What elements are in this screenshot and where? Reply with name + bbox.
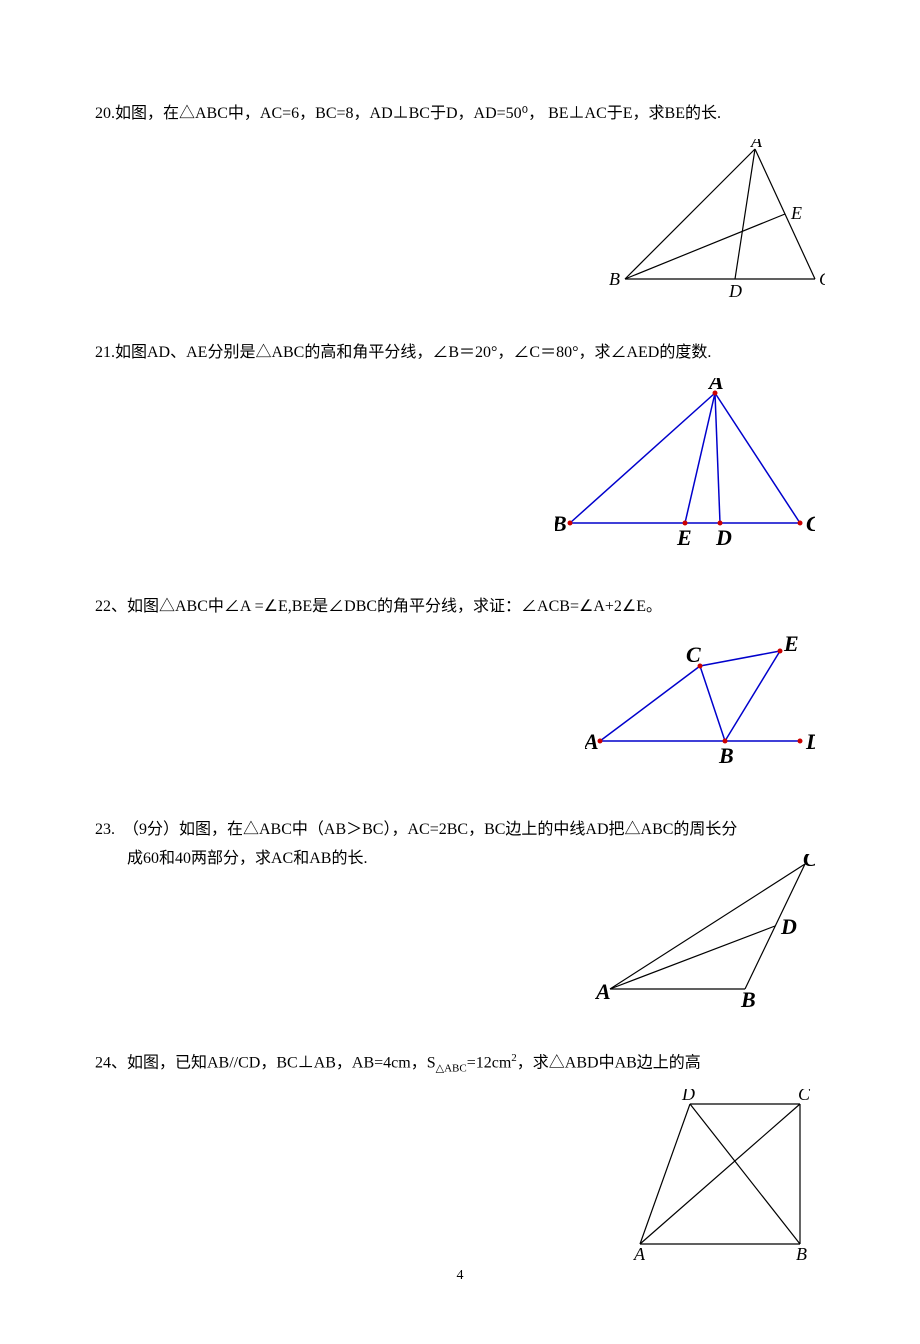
document-page: 20.如图，在△ABC中，AC=6，BC=8，AD⊥BC于D，AD=50⁰， B… [0, 0, 920, 1344]
problem-20-text: 20.如图，在△ABC中，AC=6，BC=8，AD⊥BC于D，AD=50⁰， B… [95, 100, 825, 129]
problem-22-text: 22、如图△ABC中∠A =∠E,BE是∠DBC的角平分线，求证：∠ACB=∠A… [95, 593, 825, 622]
svg-text:E: E [790, 203, 802, 223]
svg-text:D: D [715, 525, 732, 550]
svg-text:E: E [676, 525, 692, 550]
svg-text:B: B [555, 511, 567, 536]
svg-text:E: E [783, 631, 799, 656]
problem-23-figure-area: A B C D [95, 854, 825, 1009]
problem-24-text: 24、如图，已知AB//CD，BC⊥AB，AB=4cm，S△ABC=12cm2，… [95, 1049, 825, 1079]
svg-text:C: C [803, 854, 815, 871]
svg-text:C: C [798, 1089, 811, 1104]
svg-text:D: D [728, 281, 742, 299]
problem-20-figure-area: A B C D E [95, 139, 825, 299]
p24-suffix2: ，求△ABD中AB边上的高 [517, 1054, 701, 1071]
svg-text:B: B [796, 1244, 807, 1264]
page-number: 4 [0, 1268, 920, 1284]
problem-21-text: 21.如图AD、AE分别是△ABC的高和角平分线，∠B＝20°，∠C＝80°，求… [95, 339, 825, 368]
problem-22: 22、如图△ABC中∠A =∠E,BE是∠DBC的角平分线，求证：∠ACB=∠A… [95, 593, 825, 777]
svg-text:D: D [681, 1089, 695, 1104]
p24-sub: △ABC [436, 1063, 467, 1075]
problem-23: 23. （9分）如图，在△ABC中（AB＞BC），AC=2BC，BC边上的中线A… [95, 816, 825, 1009]
figure-20: A B C D E [605, 139, 825, 299]
svg-text:A: A [750, 139, 763, 151]
svg-text:A: A [595, 979, 611, 1004]
svg-text:B: B [718, 743, 734, 768]
figure-21: A B C ED [555, 378, 815, 553]
figure-24: D C A B [625, 1089, 815, 1264]
problem-24-figure-area: D C A B [95, 1089, 825, 1264]
problem-23-text-line1: 23. （9分）如图，在△ABC中（AB＞BC），AC=2BC，BC边上的中线A… [95, 816, 825, 845]
svg-text:C: C [806, 511, 815, 536]
svg-text:A: A [633, 1244, 646, 1264]
p24-prefix: 24、如图，已知AB//CD，BC⊥AB，AB=4cm，S [95, 1054, 436, 1071]
problem-22-figure-area: A B C D E [95, 631, 825, 776]
problem-21: 21.如图AD、AE分别是△ABC的高和角平分线，∠B＝20°，∠C＝80°，求… [95, 339, 825, 553]
svg-text:D: D [805, 729, 815, 754]
svg-text:B: B [609, 269, 620, 289]
problem-20: 20.如图，在△ABC中，AC=6，BC=8，AD⊥BC于D，AD=50⁰， B… [95, 100, 825, 299]
p24-suffix1: =12cm [467, 1054, 512, 1071]
svg-text:D: D [780, 914, 797, 939]
figure-23: A B C D [595, 854, 815, 1009]
svg-text:A: A [707, 378, 724, 394]
svg-text:A: A [585, 729, 599, 754]
problem-21-figure-area: A B C ED [95, 378, 825, 553]
figure-22: A B C D E [585, 631, 815, 776]
problem-24: 24、如图，已知AB//CD，BC⊥AB，AB=4cm，S△ABC=12cm2，… [95, 1049, 825, 1264]
svg-text:C: C [686, 642, 701, 667]
svg-text:B: B [740, 987, 756, 1009]
svg-text:C: C [819, 269, 825, 289]
